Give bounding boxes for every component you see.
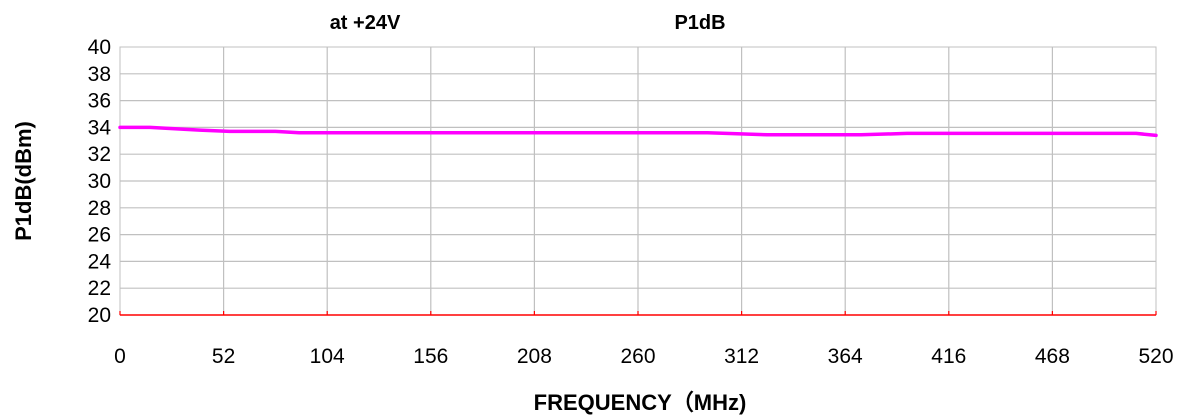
series-line: [118, 125, 1158, 138]
chart-title-left: at +24V: [330, 12, 401, 34]
y-tick-label: 26: [88, 224, 111, 247]
x-tick-label: 104: [310, 345, 345, 368]
x-tick-label: 312: [724, 345, 759, 368]
y-tick-label: 32: [88, 143, 111, 166]
y-tick-label: 40: [88, 36, 111, 59]
y-tick-label: 22: [88, 277, 111, 300]
x-tick-label: 208: [517, 345, 552, 368]
x-tick-label: 468: [1035, 345, 1070, 368]
x-tick-label: 0: [114, 345, 126, 368]
x-tick-label: 52: [212, 345, 235, 368]
x-axis-title: FREQUENCY（MHz): [534, 390, 747, 415]
x-tick-labels: 0 52 104 156 208 260 312 364 416 468 520: [114, 345, 1173, 368]
y-axis-title: P1dB(dBm): [11, 121, 36, 241]
y-tick-labels: 20 22 24 26 28 30 32 34 36 38 40: [88, 36, 112, 327]
x-tick-label: 364: [828, 345, 863, 368]
chart-title-right: P1dB: [674, 12, 725, 34]
y-tick-label: 38: [88, 63, 111, 86]
x-tick-label: 156: [413, 345, 448, 368]
y-tick-label: 24: [88, 250, 112, 273]
y-tick-label: 28: [88, 197, 111, 220]
y-tick-label: 36: [88, 90, 111, 113]
y-tick-label: 30: [88, 170, 111, 193]
series-layer: [118, 125, 1158, 138]
x-tick-label: 260: [620, 345, 655, 368]
y-tick-label: 20: [88, 304, 111, 327]
y-tick-label: 34: [88, 116, 112, 139]
x-tick-label: 416: [931, 345, 966, 368]
x-axis-tick-marks: [119, 311, 1157, 315]
grid-lines: [120, 47, 1156, 315]
x-tick-label: 520: [1138, 345, 1173, 368]
